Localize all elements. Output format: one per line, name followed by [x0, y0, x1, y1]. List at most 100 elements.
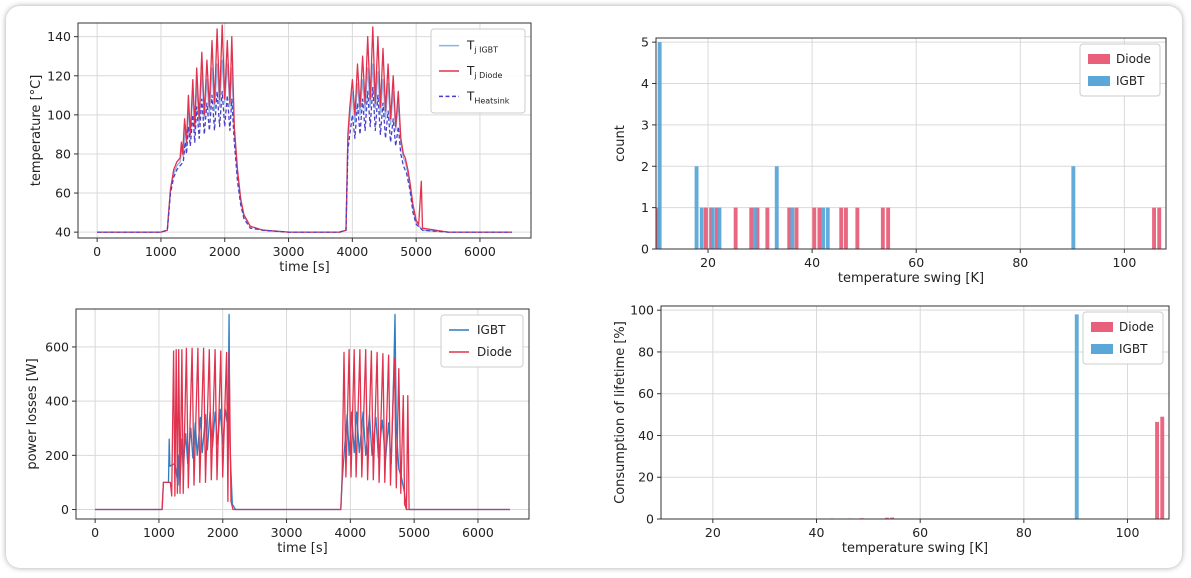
bar-diode: [1157, 207, 1162, 249]
chart-temp: 0 1000 2000 3000 4000 5000 6000 40 60 80 100 120 140…: [29, 22, 532, 275]
series-group: [97, 24, 512, 233]
bar-igbt: [821, 207, 825, 249]
bar-diode: [704, 207, 708, 249]
legend-swatch-igbt: [1091, 344, 1113, 354]
legend-swatch-igbt: [1088, 76, 1110, 86]
bar-igbt: [694, 166, 699, 249]
y-tick-label: 100: [630, 303, 654, 318]
series-group: [656, 42, 1162, 249]
legend-entry-j-igbt: Tj IGBT: [466, 39, 498, 55]
legend-entry-igbt: IGBT: [477, 323, 506, 337]
bar-diode: [890, 517, 895, 519]
bar-diode: [749, 207, 754, 249]
legend-swatch-diode: [1091, 322, 1113, 332]
y-axis-label: Consumption of lifetime [%]: [613, 321, 628, 504]
x-tick-label: 2000: [209, 244, 241, 259]
axes-frame: [655, 37, 1167, 250]
x-tick-label: 60: [908, 255, 924, 270]
y-tick-label: 4: [641, 76, 649, 91]
bar-diode: [812, 207, 817, 249]
bar-diode: [844, 207, 848, 249]
y-tick-label: 120: [47, 68, 71, 83]
x-tick-label: 2000: [207, 525, 239, 540]
x-tick-label: 60: [912, 525, 928, 540]
y-axis-label: power losses [W]: [25, 358, 40, 469]
y-tick-label: 0: [61, 502, 69, 517]
y-tick-label: 1: [641, 200, 649, 215]
bar-diode: [817, 207, 822, 249]
bar-igbt: [699, 207, 704, 249]
x-tick-label: 80: [1016, 525, 1032, 540]
y-tick-label: 40: [55, 225, 71, 240]
legend: Tj IGBT Tj Diode THeatsink: [430, 28, 526, 114]
bar-diode: [755, 207, 760, 249]
bar-diode: [886, 207, 891, 249]
x-tick-label: 80: [1012, 255, 1028, 270]
bar-diode: [855, 207, 860, 249]
legend-swatch-diode: [1088, 54, 1110, 64]
chart-life: 20 40 60 80 100 0 20 40 60 80 100 temperature swing…: [613, 303, 1170, 556]
y-tick-label: 3: [641, 117, 649, 132]
chart-hist: 20 40 60 80 100 0 1 2 3 4 5 temperature swing [K] co…: [613, 35, 1167, 286]
x-axis-label: temperature swing [K]: [842, 541, 988, 556]
legend-entry-heatsink: THeatsink: [466, 89, 510, 105]
x-axis-label: time [s]: [277, 541, 327, 556]
legend: IGBT Diode: [440, 314, 524, 368]
legend-entry-j-diode: Tj Diode: [466, 64, 502, 80]
legend-entry-igbt: IGBT: [1116, 74, 1145, 88]
chart-power: 0 1000 2000 3000 4000 5000 6000 0 200 400 600 time …: [25, 308, 530, 556]
bar-diode: [765, 207, 770, 249]
y-tick-label: 600: [45, 339, 69, 354]
x-tick-label: 4000: [334, 525, 366, 540]
y-axis-label: temperature [°C]: [29, 75, 44, 187]
x-tick-label: 100: [1112, 255, 1136, 270]
y-tick-label: 2: [641, 159, 649, 174]
x-tick-label: 100: [1116, 525, 1140, 540]
bar-diode: [733, 207, 738, 249]
legend-entry-diode: Diode: [477, 345, 512, 359]
axes-frame: [77, 22, 532, 239]
series-group: [95, 313, 510, 511]
bar-diode: [1160, 416, 1165, 519]
legend-entry-diode: Diode: [1119, 320, 1154, 334]
x-tick-label: 3000: [271, 525, 303, 540]
bar-diode: [885, 517, 889, 519]
y-tick-label: 200: [45, 448, 69, 463]
x-tick-label: 6000: [464, 244, 496, 259]
bar-igbt: [752, 207, 757, 249]
bar-diode: [787, 207, 792, 249]
series-line-diode: [95, 347, 510, 511]
y-tick-label: 60: [638, 386, 654, 401]
y-tick-label: 100: [47, 107, 71, 122]
y-tick-label: 400: [45, 394, 69, 409]
bar-diode: [1155, 421, 1159, 519]
y-tick-label: 60: [55, 186, 71, 201]
x-tick-label: 40: [809, 525, 825, 540]
y-axis-label: count: [613, 125, 628, 162]
x-axis-label: time [s]: [279, 260, 329, 275]
bar-diode: [1152, 207, 1156, 249]
x-tick-label: 20: [700, 255, 716, 270]
y-tick-label: 80: [55, 146, 71, 161]
bar-igbt: [774, 166, 779, 249]
bar-igbt: [710, 207, 715, 249]
axes-frame: [75, 308, 530, 520]
legend-box: [430, 28, 526, 114]
x-tick-label: 5000: [398, 525, 430, 540]
x-tick-label: 0: [91, 525, 99, 540]
x-tick-label: 1000: [145, 244, 177, 259]
bar-igbt: [790, 207, 795, 249]
x-tick-label: 40: [804, 255, 820, 270]
bar-igbt: [825, 207, 830, 249]
x-tick-label: 4000: [336, 244, 368, 259]
bar-igbt: [1071, 166, 1076, 249]
bar-igbt: [717, 207, 722, 249]
bar-diode: [794, 207, 799, 249]
y-tick-label: 20: [638, 470, 654, 485]
bar-diode: [880, 207, 885, 249]
y-tick-label: 5: [641, 35, 649, 50]
x-tick-label: 3000: [273, 244, 305, 259]
y-tick-label: 140: [47, 29, 71, 44]
legend-entry-igbt: IGBT: [1119, 342, 1148, 356]
